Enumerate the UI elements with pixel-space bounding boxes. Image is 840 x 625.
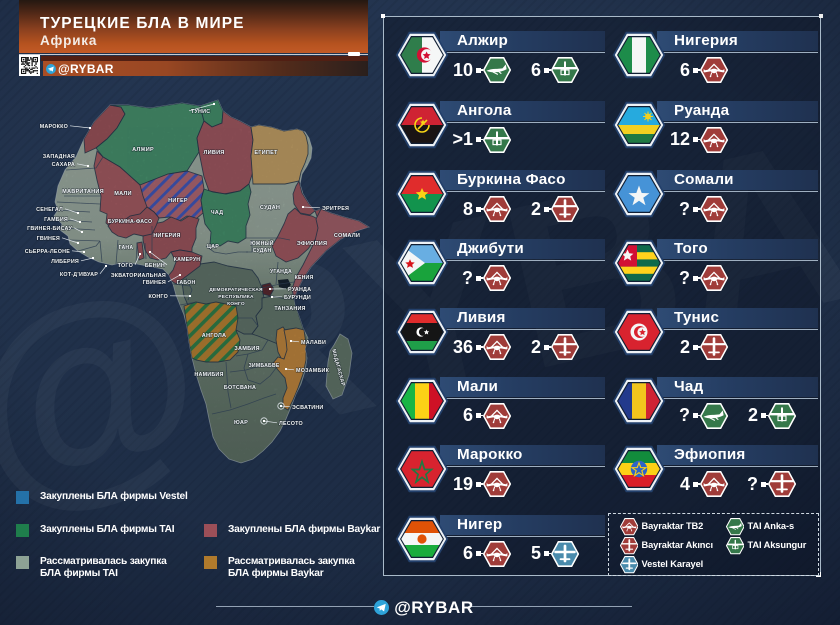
svg-text:ЛЕСОТО: ЛЕСОТО xyxy=(279,421,303,427)
svg-text:ГВИНЕЯ: ГВИНЕЯ xyxy=(143,280,166,286)
svg-text:ГВИНЕЯ: ГВИНЕЯ xyxy=(37,236,60,242)
svg-text:КАМЕРУН: КАМЕРУН xyxy=(174,257,201,263)
svg-text:ЗИМБАБВЕ: ЗИМБАБВЕ xyxy=(248,363,279,369)
svg-text:АЛЖИР: АЛЖИР xyxy=(132,147,154,153)
svg-text:КОНГО: КОНГО xyxy=(148,294,168,300)
svg-text:ЭКВАТОРИАЛЬНАЯ: ЭКВАТОРИАЛЬНАЯ xyxy=(111,273,166,279)
svg-text:ГАМБИЯ: ГАМБИЯ xyxy=(44,217,68,223)
svg-text:ТУНИС: ТУНИС xyxy=(191,109,210,115)
svg-text:ЛИБЕРИЯ: ЛИБЕРИЯ xyxy=(51,259,79,265)
svg-text:НАМИБИЯ: НАМИБИЯ xyxy=(194,372,223,378)
svg-text:РУАНДА: РУАНДА xyxy=(288,287,311,293)
svg-text:ЕГИПЕТ: ЕГИПЕТ xyxy=(254,150,278,156)
svg-text:БУРКИНА-ФАСО: БУРКИНА-ФАСО xyxy=(108,219,152,225)
svg-text:ДЕМОКРАТИЧЕСКАЯ: ДЕМОКРАТИЧЕСКАЯ xyxy=(209,287,263,293)
svg-text:ЧАД: ЧАД xyxy=(211,210,224,216)
svg-text:АНГОЛА: АНГОЛА xyxy=(202,333,227,339)
svg-text:СОМАЛИ: СОМАЛИ xyxy=(334,233,360,239)
svg-text:ЮЖНЫЙ: ЮЖНЫЙ xyxy=(250,239,274,247)
svg-text:НИГЕРИЯ: НИГЕРИЯ xyxy=(153,233,180,239)
svg-text:САХАРА: САХАРА xyxy=(52,162,75,168)
svg-text:НИГЕР: НИГЕР xyxy=(168,198,188,204)
svg-text:БЕНИН: БЕНИН xyxy=(145,263,165,269)
svg-text:МОЗАМБИК: МОЗАМБИК xyxy=(296,368,330,374)
svg-text:ТОГО: ТОГО xyxy=(118,263,133,269)
svg-text:ЮАР: ЮАР xyxy=(234,420,248,426)
svg-text:МАЛАВИ: МАЛАВИ xyxy=(301,340,326,346)
svg-text:ГАНА: ГАНА xyxy=(119,245,134,251)
svg-text:КОТ-Д’ИВУАР: КОТ-Д’ИВУАР xyxy=(60,272,98,278)
svg-text:ЗАПАДНАЯ: ЗАПАДНАЯ xyxy=(43,154,75,160)
svg-text:СУДАН: СУДАН xyxy=(253,248,272,254)
svg-text:ЭСВАТИНИ: ЭСВАТИНИ xyxy=(292,405,324,411)
svg-text:СЬЕРРА-ЛЕОНЕ: СЬЕРРА-ЛЕОНЕ xyxy=(25,249,70,255)
svg-text:ЗАМБИЯ: ЗАМБИЯ xyxy=(234,346,259,352)
svg-text:БУРУНДИ: БУРУНДИ xyxy=(284,295,311,301)
svg-text:МАВРИТАНИЯ: МАВРИТАНИЯ xyxy=(62,189,104,195)
svg-text:ТАНЗАНИЯ: ТАНЗАНИЯ xyxy=(274,306,305,312)
svg-text:ЭФИОПИЯ: ЭФИОПИЯ xyxy=(297,241,328,247)
svg-text:РЕСПУБЛИКА: РЕСПУБЛИКА xyxy=(218,294,254,300)
svg-text:ГВИНЕЯ-БИСАУ: ГВИНЕЯ-БИСАУ xyxy=(27,226,72,232)
svg-text:СУДАН: СУДАН xyxy=(260,205,280,211)
svg-text:БОТСВАНА: БОТСВАНА xyxy=(224,385,256,391)
svg-text:ЦАР: ЦАР xyxy=(207,244,219,250)
svg-text:КЕНИЯ: КЕНИЯ xyxy=(295,275,314,281)
svg-text:СЕНЕГАЛ: СЕНЕГАЛ xyxy=(36,207,63,213)
svg-text:УГАНДА: УГАНДА xyxy=(270,269,292,275)
svg-text:ЛИВИЯ: ЛИВИЯ xyxy=(203,150,224,156)
svg-text:МАРОККО: МАРОККО xyxy=(40,124,68,130)
svg-text:ГАБОН: ГАБОН xyxy=(177,280,196,286)
svg-text:МАЛИ: МАЛИ xyxy=(114,191,132,197)
svg-text:КОНГО: КОНГО xyxy=(227,301,245,307)
svg-text:ЭРИТРЕЯ: ЭРИТРЕЯ xyxy=(322,206,349,212)
